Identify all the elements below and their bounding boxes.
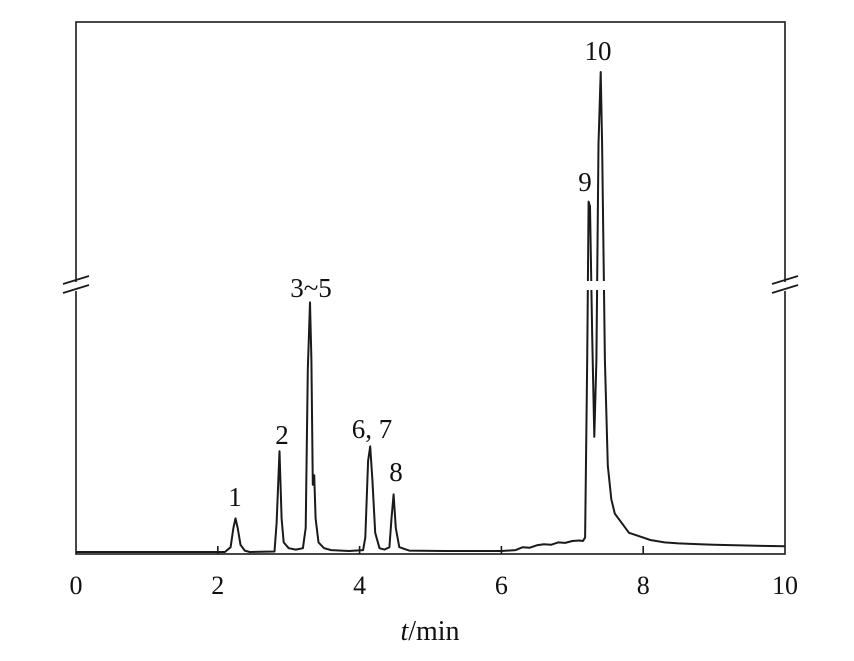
peak-label: 9: [578, 167, 592, 197]
x-tick-label: 2: [211, 571, 224, 600]
right-break-mark: [771, 275, 799, 285]
y-axis-break-marks: [62, 275, 799, 294]
right-break-mark: [771, 284, 799, 294]
x-tick-label: 8: [637, 571, 650, 600]
x-axis-tick-labels: 0 2 4 6 8 10: [70, 571, 799, 600]
x-axis-label: t/min: [400, 616, 459, 647]
peak-label: 1: [228, 482, 242, 512]
x-tick-label: 6: [495, 571, 508, 600]
chromatogram-trace: [76, 71, 786, 553]
break-gap: [72, 282, 80, 291]
left-break-mark: [62, 275, 90, 285]
peak-labels: 1 2 3~5 6, 7 8 9 10: [228, 36, 611, 512]
peak-label: 8: [389, 457, 403, 487]
peak-label: 6, 7: [352, 414, 393, 444]
trace-break-gaps: [580, 281, 610, 290]
trace-gap: [580, 281, 610, 290]
x-tick-label: 10: [772, 571, 798, 600]
peak-label: 2: [275, 420, 289, 450]
peak-label: 10: [585, 36, 612, 66]
break-gap: [781, 282, 789, 291]
plot-frame: [75, 21, 786, 555]
peak-label: 3~5: [290, 273, 332, 303]
x-tick-label: 0: [70, 571, 83, 600]
x-tick-label: 4: [353, 571, 366, 600]
left-break-mark: [62, 284, 90, 294]
